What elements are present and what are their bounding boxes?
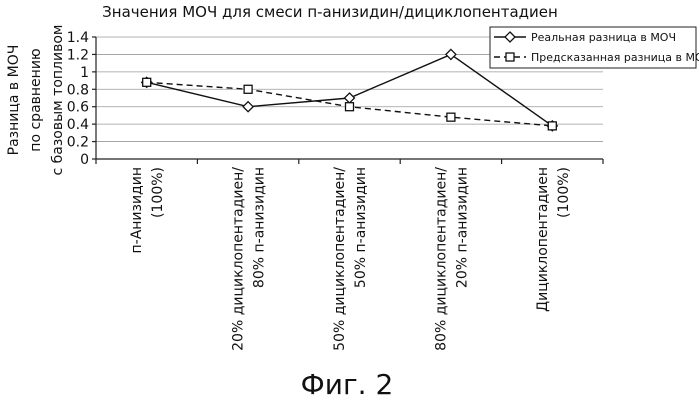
x-tick-label: Дициклопентадиен (100%) — [535, 167, 572, 312]
data-point-square — [142, 77, 152, 87]
y-tick-label: 1.2 — [67, 47, 89, 63]
y-tick-label: 0.4 — [67, 117, 89, 133]
data-point-square — [547, 121, 557, 131]
x-tick-label-line: (100%) — [556, 167, 572, 218]
x-tick-labels: п-Анизидин (100%) 20% дициклопентадиен/80%… — [129, 167, 572, 351]
data-point-diamond — [444, 48, 457, 61]
x-tick-label-line: 20% дициклопентадиен/ — [231, 167, 247, 351]
y-tick-labels: 00.2 0.40.6 0.81 1.21.4 — [67, 30, 89, 168]
x-tick-label: 50% дициклопентадиен/50% п-анизидин — [332, 167, 369, 351]
legend-box — [489, 26, 697, 69]
legend-label-predicted: Предсказанная разница в МОЧ — [531, 51, 699, 64]
x-tick-label-line: п-Анизидин — [129, 167, 145, 254]
y-axis-title-line-2: по сравнению — [28, 48, 44, 152]
x-tick-label-line: Дициклопентадиен — [535, 167, 551, 312]
legend-square-marker — [505, 52, 515, 62]
y-tick-label: 0.6 — [67, 100, 89, 116]
y-axis-title: Разница в МОЧ по сравнению с базовым топ… — [6, 25, 66, 176]
y-tick-label: 1.4 — [67, 30, 89, 46]
x-tick-label-line: 50% п-анизидин — [353, 167, 369, 288]
x-tick-label-line: 20% п-анизидин — [454, 167, 470, 288]
y-axis-title-line-1: Разница в МОЧ — [6, 45, 22, 156]
x-tick-label-line: 80% дициклопентадиен/ — [433, 167, 449, 351]
data-point-diamond — [242, 100, 255, 113]
y-axis-title-line-3: с базовым топливом — [50, 25, 66, 176]
y-tick-label: 1 — [80, 65, 89, 81]
legend: Реальная разница в МОЧ Предсказанная раз… — [489, 26, 699, 69]
data-point-square — [344, 102, 355, 112]
series-layer — [140, 48, 559, 132]
x-tick-label: п-Анизидин (100%) — [129, 167, 166, 254]
x-tick-label-line: (100%) — [150, 167, 166, 218]
x-tick-label-line: 80% п-анизидин — [252, 167, 268, 288]
legend-diamond-marker — [504, 31, 516, 43]
chart-title: Значения МОЧ для смеси п-анизидин/дицикл… — [102, 3, 558, 21]
figure-caption: Фиг. 2 — [301, 368, 394, 401]
data-point-square — [446, 112, 456, 122]
axes — [95, 37, 604, 164]
y-tick-label: 0.8 — [67, 82, 89, 98]
data-point-diamond — [343, 92, 356, 104]
x-tick-label: 80% дициклопентадиен/20% п-анизидин — [433, 167, 470, 351]
x-tick-label-line: 50% дициклопентадиен/ — [332, 167, 348, 351]
y-tick-label: 0.2 — [67, 135, 89, 151]
legend-label-real: Реальная разница в МОЧ — [531, 31, 676, 44]
data-point-square — [243, 84, 253, 94]
y-tick-label: 0 — [80, 152, 89, 168]
x-tick-label: 20% дициклопентадиен/80% п-анизидин — [231, 167, 268, 351]
